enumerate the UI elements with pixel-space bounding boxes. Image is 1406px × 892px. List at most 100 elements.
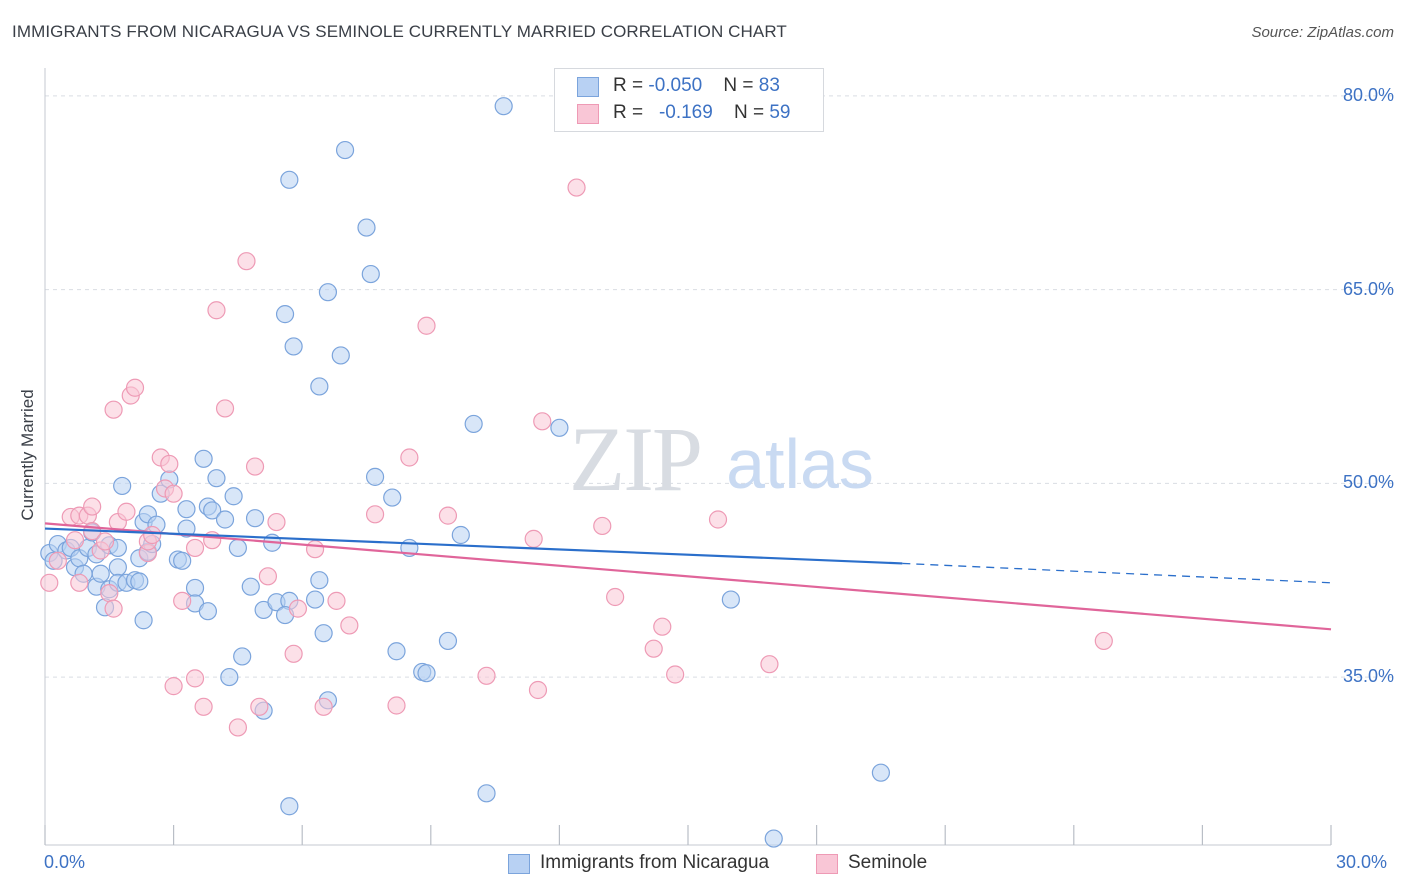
nicaragua-trend-line bbox=[44, 527, 903, 565]
nicaragua-point bbox=[764, 829, 783, 848]
nicaragua-point bbox=[245, 509, 265, 528]
seminole-point bbox=[666, 665, 685, 684]
seminole-point bbox=[305, 540, 325, 559]
seminole-trend-line bbox=[44, 522, 1332, 631]
legend-r-label: R = bbox=[613, 102, 649, 123]
seminole-point bbox=[164, 484, 183, 503]
seminole-point bbox=[340, 616, 359, 635]
series-nicaragua-points bbox=[40, 97, 891, 848]
nicaragua-point bbox=[233, 647, 252, 666]
seminole-point bbox=[365, 505, 385, 524]
seminole-point bbox=[95, 532, 115, 551]
nicaragua-point bbox=[417, 664, 436, 683]
bottom-legend-swatch-blue bbox=[508, 854, 530, 874]
nicaragua-point bbox=[451, 525, 470, 545]
watermark: ZIP atlas bbox=[569, 408, 874, 510]
correlation-legend: R = -0.050 N = 83 R = -0.169 N = 59 bbox=[554, 68, 824, 132]
seminole-point bbox=[48, 551, 67, 570]
watermark-zip: ZIP bbox=[569, 408, 701, 510]
nicaragua-point bbox=[207, 469, 226, 488]
y-tick-label: 65.0% bbox=[1342, 278, 1394, 299]
x-tick-label-min: 0.0% bbox=[44, 852, 86, 872]
nicaragua-point bbox=[91, 564, 110, 583]
seminole-point bbox=[760, 655, 779, 674]
seminole-point bbox=[245, 457, 265, 476]
nicaragua-point bbox=[194, 449, 213, 468]
y-axis-label: Currently Married bbox=[18, 389, 37, 521]
nicaragua-point bbox=[177, 519, 196, 538]
nicaragua-point bbox=[721, 590, 740, 609]
nicaragua-point bbox=[130, 572, 149, 591]
legend-swatch-blue bbox=[577, 77, 599, 97]
nicaragua-point bbox=[383, 488, 402, 507]
legend-n-label: N = bbox=[733, 102, 770, 123]
seminole-point bbox=[143, 525, 162, 545]
seminole-point bbox=[194, 697, 213, 716]
axes bbox=[44, 68, 1332, 846]
nicaragua-point bbox=[550, 418, 569, 437]
legend-swatch-pink bbox=[577, 104, 599, 124]
seminole-point bbox=[173, 591, 192, 610]
seminole-point bbox=[185, 538, 205, 558]
legend-r-value: -0.169 bbox=[658, 102, 713, 123]
seminole-point bbox=[284, 644, 303, 663]
nicaragua-point bbox=[134, 611, 153, 630]
seminole-point bbox=[524, 529, 543, 548]
x-tick-label-max: 30.0% bbox=[1336, 852, 1388, 872]
seminole-point bbox=[1094, 631, 1113, 651]
chart-title: IMMIGRANTS FROM NICARAGUA VS SEMINOLE CU… bbox=[12, 22, 787, 41]
nicaragua-point bbox=[220, 667, 239, 687]
nicaragua-trend-extension bbox=[902, 562, 1332, 584]
y-tick-label: 80.0% bbox=[1342, 84, 1394, 105]
watermark-atlas: atlas bbox=[726, 425, 874, 503]
trend-lines bbox=[44, 522, 1332, 631]
seminole-point bbox=[644, 639, 663, 658]
nicaragua-point bbox=[310, 377, 329, 396]
seminole-point bbox=[228, 718, 247, 737]
nicaragua-point bbox=[113, 476, 132, 496]
seminole-point bbox=[288, 599, 308, 618]
nicaragua-point bbox=[198, 602, 217, 621]
seminole-point bbox=[125, 378, 145, 397]
seminole-point bbox=[40, 573, 59, 592]
seminole-point bbox=[258, 567, 278, 586]
nicaragua-point bbox=[280, 797, 299, 816]
seminole-point bbox=[83, 497, 102, 516]
seminole-point bbox=[708, 510, 728, 529]
seminole-point bbox=[160, 454, 179, 474]
seminole-point bbox=[567, 178, 586, 197]
nicaragua-point bbox=[314, 624, 333, 643]
seminole-point bbox=[438, 506, 458, 525]
nicaragua-point bbox=[284, 337, 303, 356]
seminole-point bbox=[314, 697, 333, 716]
nicaragua-point bbox=[365, 467, 385, 486]
seminole-point bbox=[400, 448, 419, 467]
seminole-point bbox=[215, 399, 235, 418]
bottom-legend-label: Seminole bbox=[848, 852, 928, 873]
y-tick-label: 50.0% bbox=[1342, 472, 1394, 493]
legend-r-value: -0.050 bbox=[648, 75, 703, 96]
series-seminole-points bbox=[40, 178, 1113, 737]
seminole-point bbox=[185, 669, 205, 688]
nicaragua-point bbox=[871, 763, 891, 782]
y-tick-label: 35.0% bbox=[1342, 666, 1394, 687]
nicaragua-point bbox=[215, 510, 235, 529]
seminole-point bbox=[250, 697, 269, 716]
nicaragua-point bbox=[361, 264, 380, 284]
nicaragua-point bbox=[224, 487, 243, 506]
seminole-point bbox=[70, 573, 89, 592]
nicaragua-point bbox=[177, 500, 196, 519]
seminole-point bbox=[267, 512, 286, 532]
seminole-point bbox=[104, 599, 123, 618]
nicaragua-point bbox=[203, 501, 222, 520]
nicaragua-point bbox=[331, 346, 350, 365]
nicaragua-point bbox=[310, 571, 329, 590]
seminole-point bbox=[117, 502, 136, 521]
nicaragua-point bbox=[477, 784, 496, 803]
legend-n-value: 59 bbox=[769, 102, 791, 123]
nicaragua-point bbox=[494, 97, 513, 116]
seminole-point bbox=[653, 617, 672, 636]
nicaragua-point bbox=[464, 414, 483, 434]
nicaragua-point bbox=[173, 551, 192, 570]
